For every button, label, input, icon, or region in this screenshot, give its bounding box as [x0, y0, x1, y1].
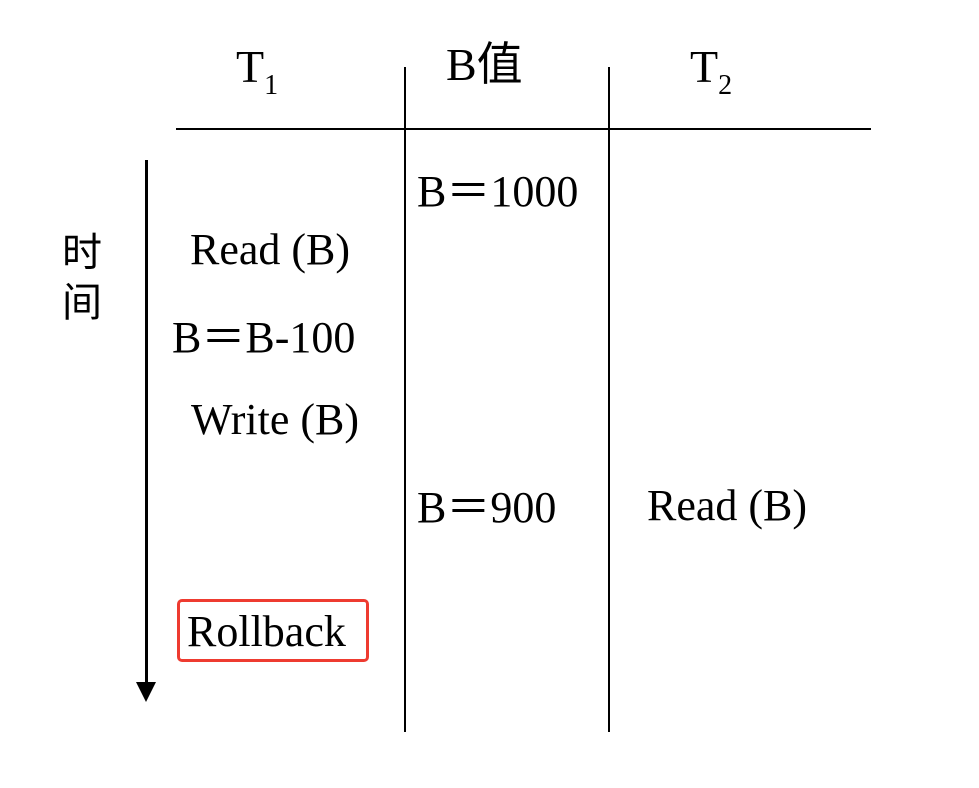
header-t2-sub: 2 [718, 70, 733, 101]
time-axis-char-1: 时 [62, 230, 102, 275]
t1-step-write: Write (B) [191, 395, 360, 444]
header-t1: T1 [236, 41, 278, 100]
header-t2: T2 [690, 41, 732, 100]
b-value-initial: B＝1000 [417, 167, 579, 216]
header-divider-line [176, 128, 871, 130]
time-axis-arrow-icon [136, 682, 156, 702]
b-value-after-write: B＝900 [417, 483, 557, 532]
t1-step-rollback: Rollback [187, 607, 346, 656]
header-t1-main: T [236, 41, 265, 92]
header-t1-sub: 1 [264, 70, 279, 101]
column-divider-right [608, 67, 610, 732]
column-divider-left [404, 67, 406, 732]
header-b-value: B值 [446, 39, 523, 90]
t2-step-read: Read (B) [647, 481, 808, 530]
rollback-highlight-box [177, 599, 369, 662]
t1-step-read: Read (B) [190, 225, 351, 274]
time-axis-line [145, 160, 148, 685]
header-t2-main: T [690, 41, 719, 92]
time-axis-label: 时 间 [60, 228, 104, 328]
time-axis-char-2: 间 [62, 280, 102, 325]
t1-step-compute: B＝B-100 [172, 313, 356, 362]
